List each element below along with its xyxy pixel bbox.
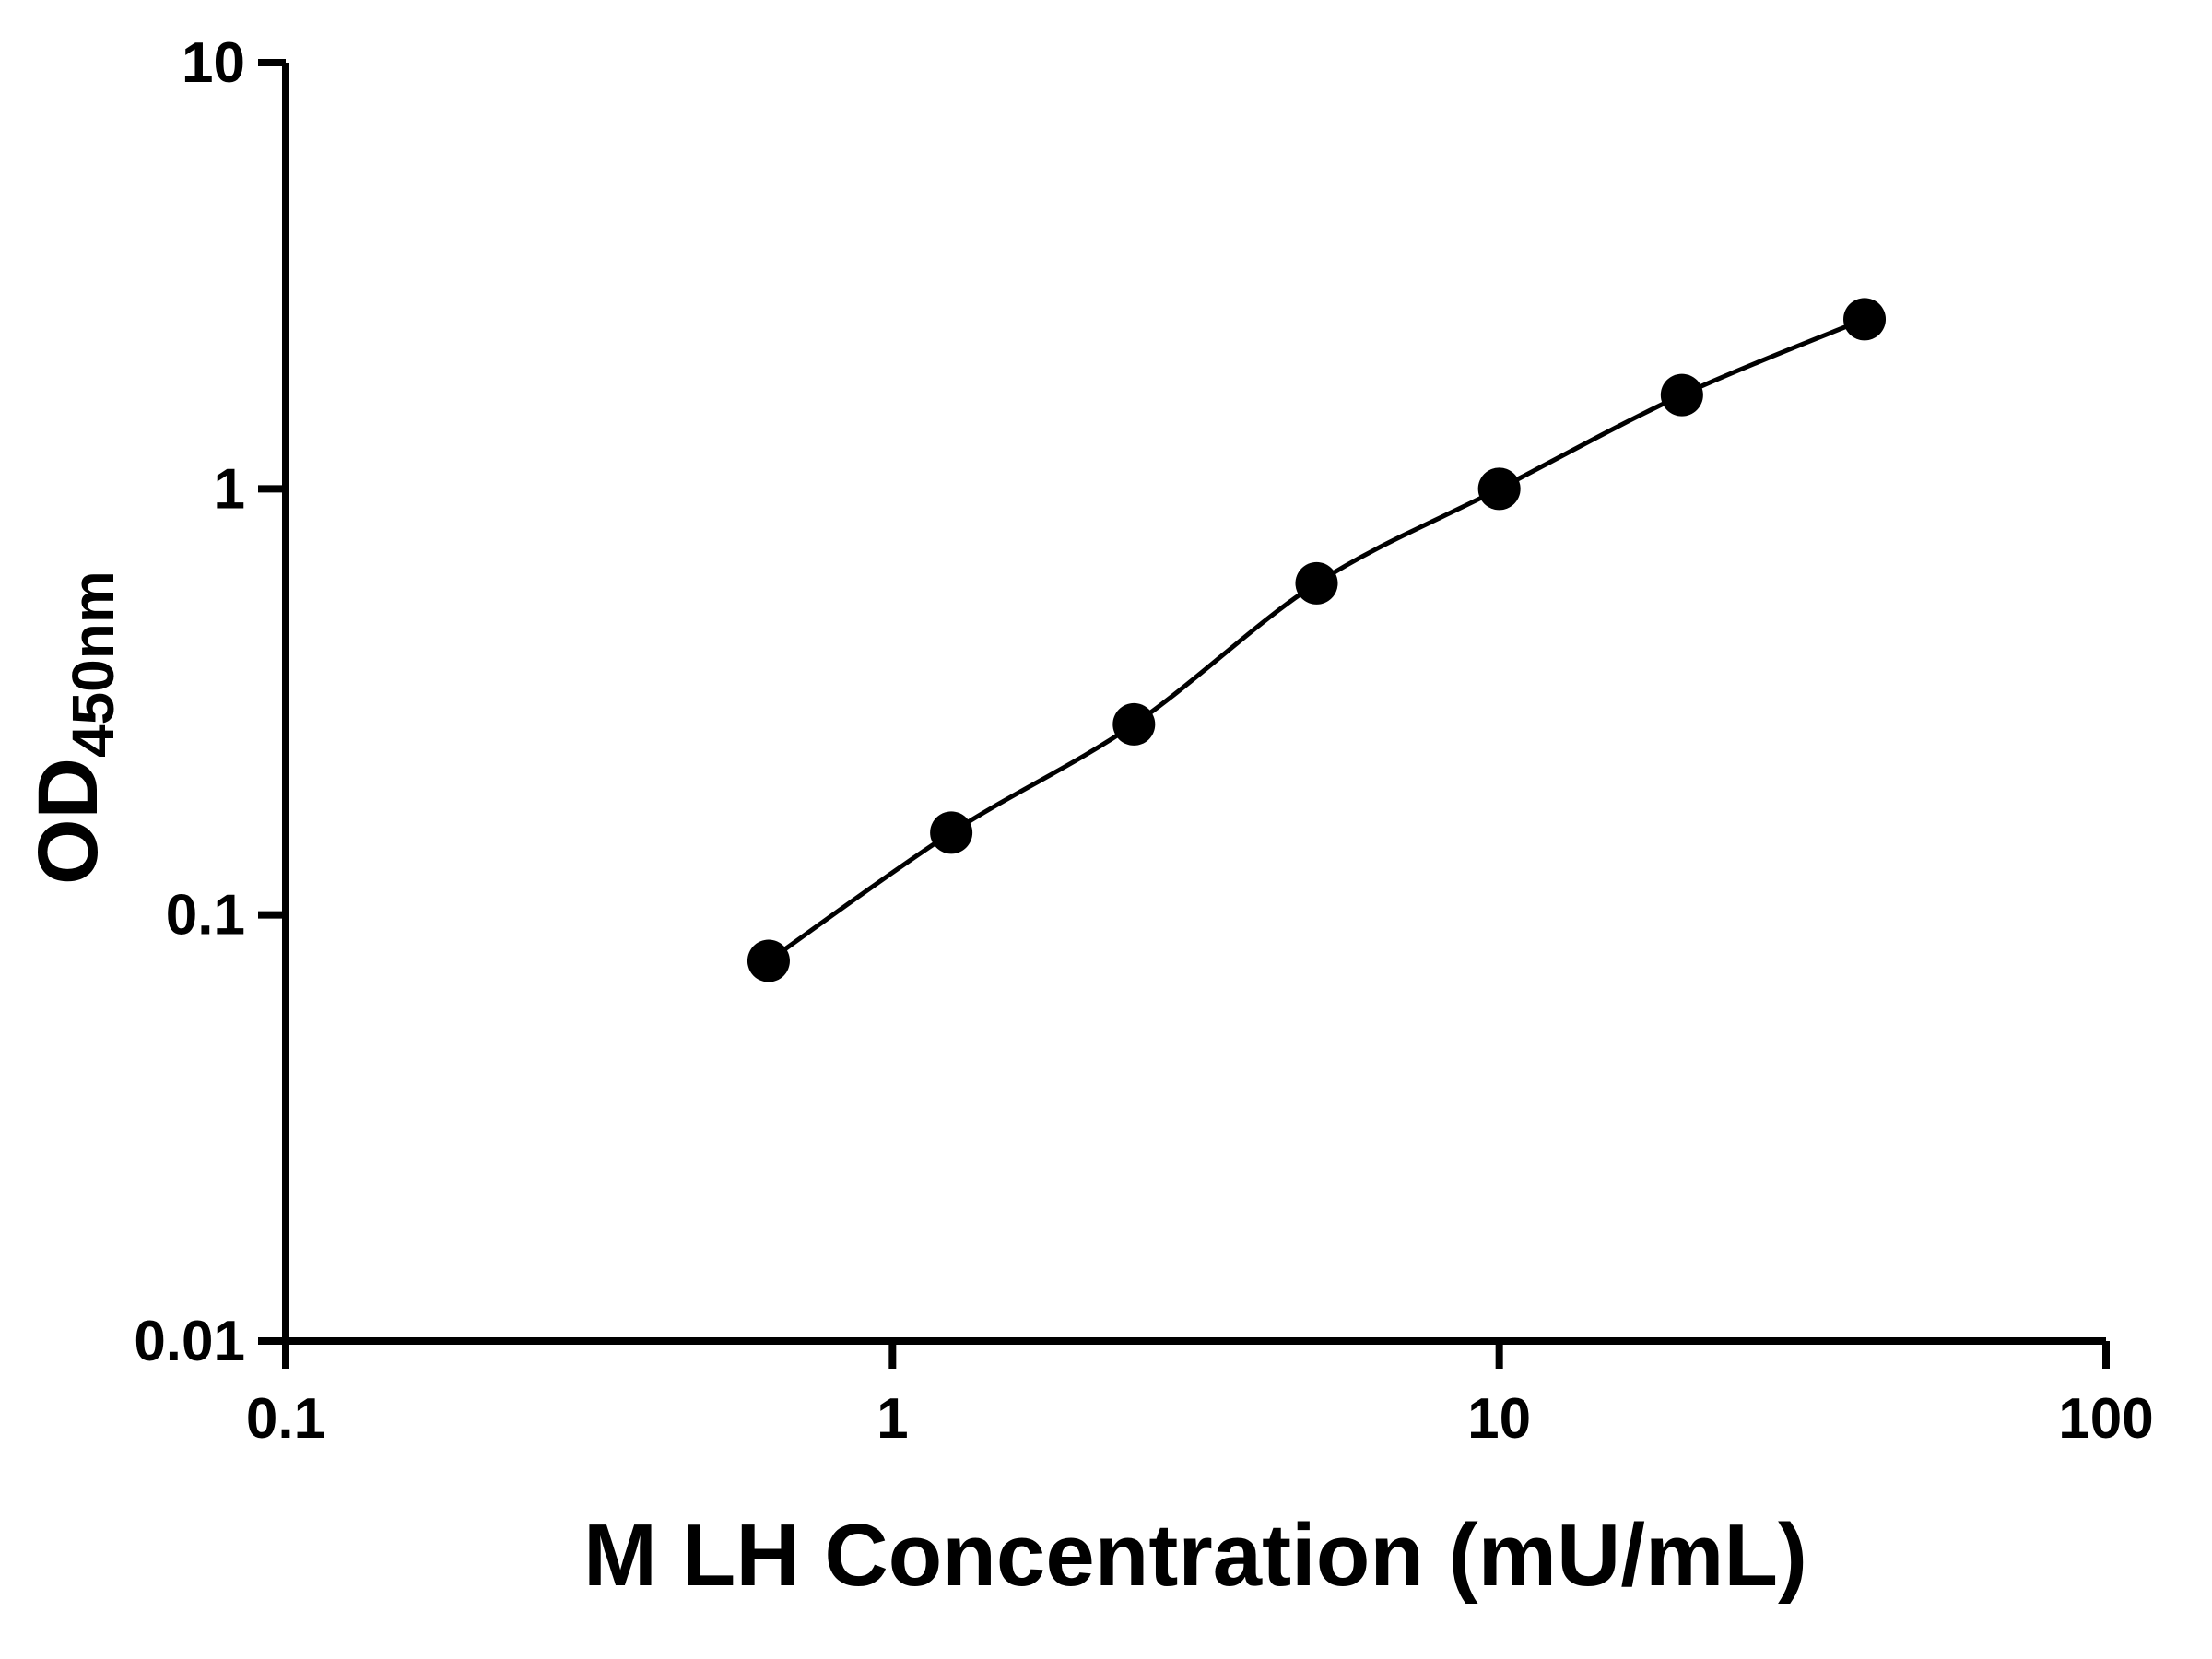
x-tick-label: 10 [1467,1387,1531,1451]
x-tick-label: 0.1 [246,1387,325,1451]
data-point [1477,467,1521,511]
data-point [930,811,973,854]
y-tick-label: 0.1 [166,884,245,947]
y-tick-label: 10 [182,31,245,95]
x-tick-label: 1 [877,1387,908,1451]
x-axis-title: M LH Concentration (mU/mL) [583,1506,1807,1605]
x-tick-label: 100 [2058,1387,2153,1451]
data-point [1295,561,1338,605]
y-axis-title-main: OD [21,758,115,885]
standard-curve-line [767,317,1865,963]
data-point [1112,702,1156,746]
data-point [747,939,790,982]
y-axis-title: OD450nm [21,571,126,885]
y-axis-title-subscript: 450nm [60,571,126,758]
y-tick-label: 1 [214,457,245,521]
y-tick-label: 0.01 [134,1310,245,1373]
axes-spines [282,63,2106,1345]
data-point [1660,373,1703,417]
data-point [1843,298,1887,341]
